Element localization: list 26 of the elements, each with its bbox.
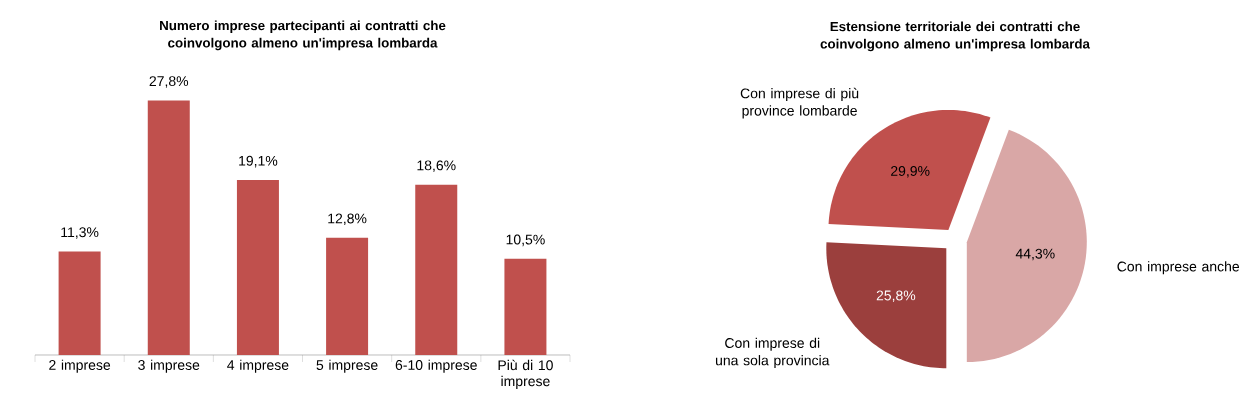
bar [58,251,101,355]
data-label: 29,9% [891,166,930,178]
x-tick-label: 4 imprese [227,359,289,373]
slice-label: Con imprese di una sola provincia [715,337,830,369]
data-label: 12,8% [328,213,367,226]
data-label: 10,5% [506,234,545,247]
x-tick-label: 2 imprese [49,359,111,373]
bar [147,100,190,355]
slice-label: Con imprese di più province lombarde [740,87,859,119]
slice-label: Con imprese anche [1117,261,1240,275]
chart-title: Estensione territoriale dei contratti che coinvolgono almeno un'impresa lombarda [820,21,1091,52]
x-tick-label: 5 imprese [316,359,378,373]
bar [236,180,279,355]
chart-title: Numero imprese partecipanti ai contratti che coinvolgono almeno un'impresa lombarda [160,20,446,51]
x-tick-label: Più di 10 imprese [498,359,553,389]
bar [415,184,458,355]
data-label: 18,6% [417,160,456,172]
bar [504,258,547,355]
data-label: 44,3% [1015,248,1055,261]
data-label: 27,8% [149,76,189,88]
data-label: 25,8% [876,290,916,303]
x-tick-label: 3 imprese [138,359,200,373]
x-tick-label: 6-10 imprese [395,359,477,373]
bar [326,237,369,355]
data-label: 11,3% [61,227,99,239]
data-label: 19,1% [239,155,278,168]
